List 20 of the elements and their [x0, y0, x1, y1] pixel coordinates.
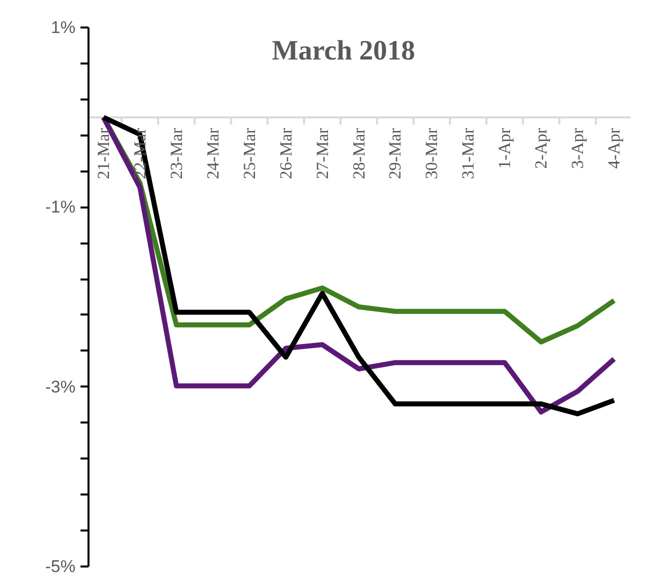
- x-tick-label: 26-Mar: [276, 128, 296, 180]
- y-tick-label: -5%: [45, 557, 76, 576]
- x-tick-label: 4-Apr: [604, 128, 624, 169]
- x-tick-label: 28-Mar: [349, 128, 368, 180]
- y-tick-label: 1%: [50, 18, 76, 37]
- y-tick-label: -3%: [45, 377, 76, 396]
- x-tick-label: 22-Mar: [130, 128, 150, 180]
- x-tick-label: 1-Apr: [495, 128, 514, 169]
- y-tick-label: -1%: [45, 198, 76, 217]
- x-tick-label: 21-Mar: [94, 128, 113, 180]
- x-tick-label: 25-Mar: [240, 128, 259, 180]
- chart-title: March 2018: [272, 36, 416, 66]
- x-tick-label: 27-Mar: [312, 128, 332, 180]
- x-tick-label: 23-Mar: [166, 128, 186, 180]
- x-tick-label: 24-Mar: [203, 128, 222, 180]
- x-tick-label: 2-Apr: [532, 128, 551, 169]
- x-tick-label: 29-Mar: [386, 128, 405, 180]
- x-tick-label: 31-Mar: [458, 128, 478, 180]
- x-tick-label: 3-Apr: [568, 128, 588, 169]
- x-tick-label: 30-Mar: [422, 128, 442, 180]
